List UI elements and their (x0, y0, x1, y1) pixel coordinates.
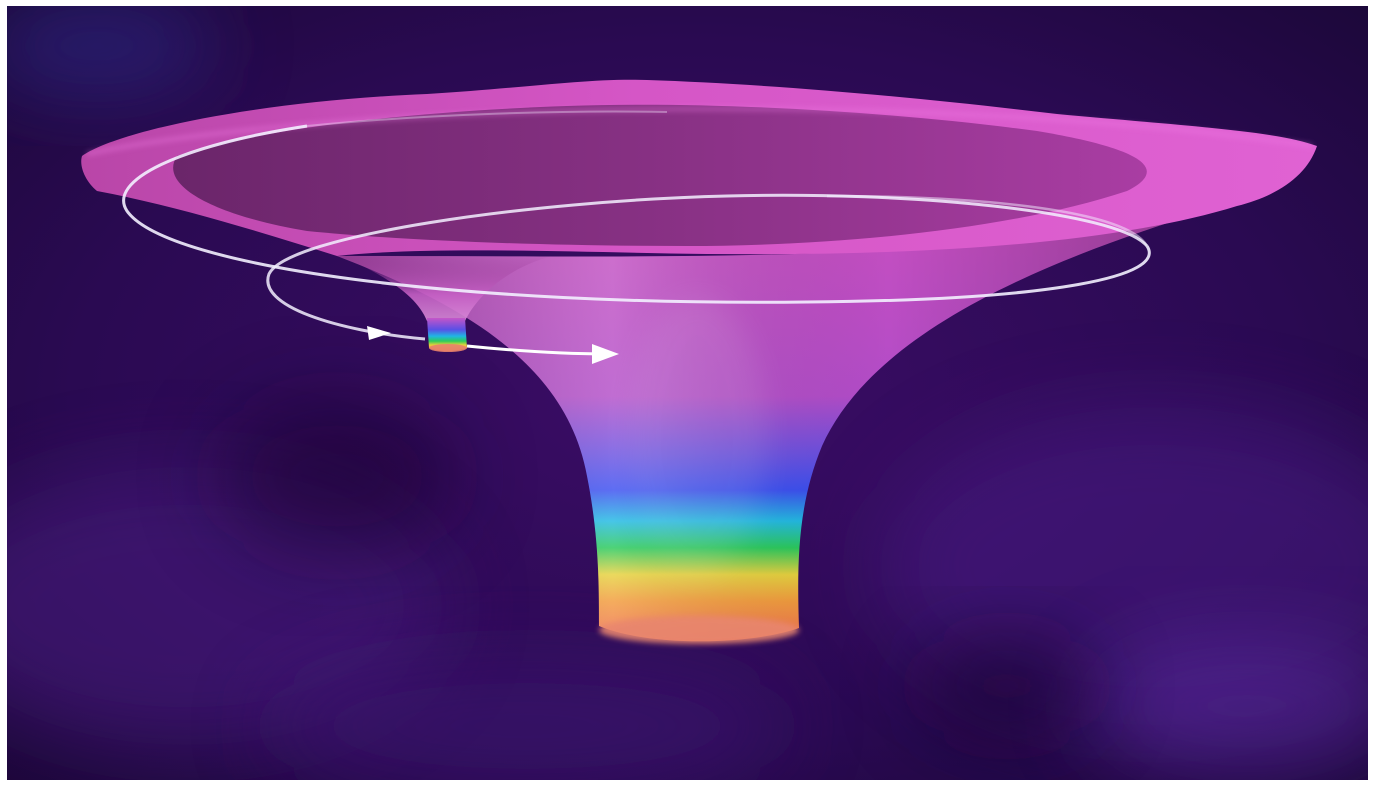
small-funnel-well (337, 254, 552, 352)
large-funnel-well (81, 79, 1318, 644)
small-orbit-ring (266, 193, 1149, 341)
scene-canvas (7, 6, 1368, 780)
orbit-arrow (367, 326, 619, 364)
